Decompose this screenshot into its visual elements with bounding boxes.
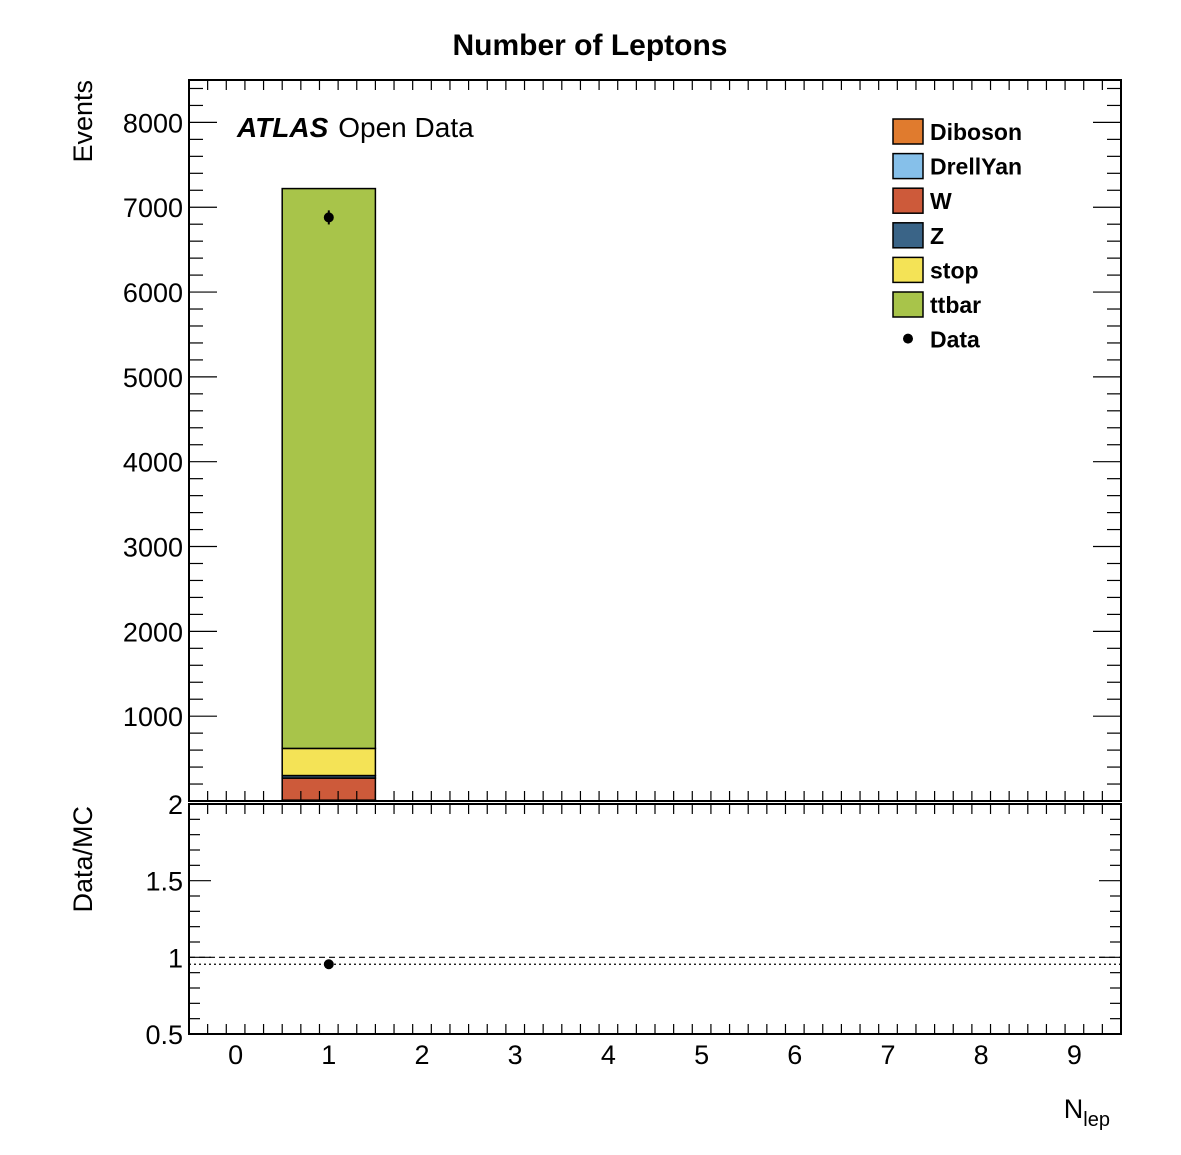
x-tick-label: 8 xyxy=(974,1040,989,1070)
stack-bar-stop xyxy=(282,748,375,775)
x-axis-title: Nlep xyxy=(1064,1094,1110,1131)
y-tick-label: 1000 xyxy=(123,702,183,732)
y-tick-label: 8000 xyxy=(123,108,183,138)
ratio-point xyxy=(324,959,334,969)
legend-label-z: Z xyxy=(930,223,944,249)
atlas-label: ATLAS Open Data xyxy=(236,112,474,143)
stack-bar-w xyxy=(282,778,375,800)
y-tick-label: 2000 xyxy=(123,617,183,647)
legend-swatch-w xyxy=(893,188,923,213)
legend-swatch-drellyan xyxy=(893,154,923,179)
legend-label-drellyan: DrellYan xyxy=(930,154,1022,180)
legend-swatch-diboson xyxy=(893,119,923,144)
ratio-y-axis-title: Data/MC xyxy=(68,806,98,913)
x-tick-label: 2 xyxy=(414,1040,429,1070)
y-tick-label: 3000 xyxy=(123,533,183,563)
x-tick-label: 0 xyxy=(228,1040,243,1070)
legend-swatch-stop xyxy=(893,257,923,282)
legend-marker-data xyxy=(903,334,913,344)
x-axis-title-main: N xyxy=(1064,1094,1084,1124)
x-tick-label: 6 xyxy=(787,1040,802,1070)
ratio-y-tick-label: 2 xyxy=(168,790,183,820)
ratio-y-tick-label: 1.5 xyxy=(145,867,183,897)
y-tick-label: 6000 xyxy=(123,278,183,308)
y-tick-label: 7000 xyxy=(123,193,183,223)
x-tick-label: 9 xyxy=(1067,1040,1082,1070)
x-tick-label: 4 xyxy=(601,1040,616,1070)
x-tick-label: 5 xyxy=(694,1040,709,1070)
x-tick-label: 7 xyxy=(880,1040,895,1070)
x-tick-label: 1 xyxy=(321,1040,336,1070)
atlas-label-regular: Open Data xyxy=(338,112,474,143)
legend-label-w: W xyxy=(930,188,952,214)
legend-swatch-z xyxy=(893,223,923,248)
ratio-y-tick-label: 0.5 xyxy=(145,1020,183,1050)
data-point xyxy=(324,212,334,222)
legend-label-ttbar: ttbar xyxy=(930,292,981,318)
x-axis-title-sub: lep xyxy=(1083,1109,1110,1131)
chart-title: Number of Leptons xyxy=(453,29,728,62)
ratio-y-tick-label: 1 xyxy=(168,943,183,973)
legend-label-stop: stop xyxy=(930,257,979,283)
y-tick-label: 5000 xyxy=(123,363,183,393)
y-axis-title: Events xyxy=(68,80,98,163)
stack-bar-ttbar xyxy=(282,189,375,749)
atlas-label-bold: ATLAS xyxy=(236,112,329,143)
legend-label-diboson: Diboson xyxy=(930,119,1022,145)
ratio-pad-frame xyxy=(189,804,1121,1034)
y-tick-label: 4000 xyxy=(123,448,183,478)
x-tick-label: 3 xyxy=(508,1040,523,1070)
legend-label-data: Data xyxy=(930,327,980,353)
legend-swatch-ttbar xyxy=(893,292,923,317)
